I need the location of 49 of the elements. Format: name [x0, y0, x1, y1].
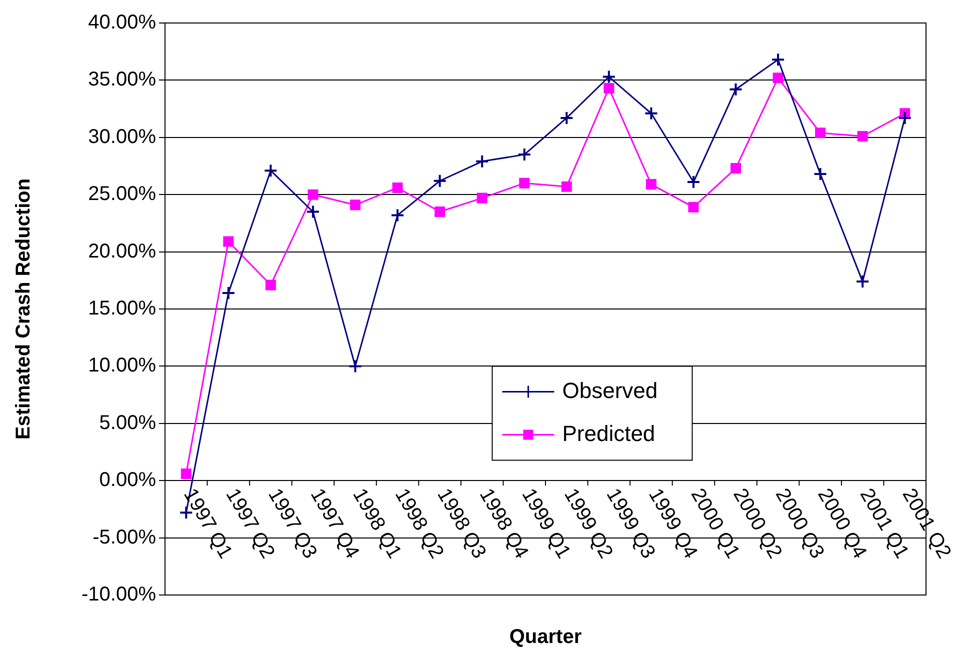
point [560, 110, 574, 125]
point [223, 236, 234, 247]
y-tick-label: 35.00% [88, 68, 156, 91]
y-tick-label: 0.00% [99, 469, 156, 492]
point [602, 70, 616, 84]
y-tick-label: 40.00% [88, 12, 156, 34]
y-tick-label: -5.00% [92, 526, 156, 548]
point [221, 286, 236, 300]
point [813, 167, 828, 182]
point [688, 202, 699, 212]
legend-label: Predicted [562, 420, 656, 446]
point [771, 52, 786, 67]
point [475, 154, 490, 168]
y-tick-label: -10.00% [82, 584, 156, 606]
y-tick-label: 25.00% [88, 183, 156, 206]
x-axis-title: Quarter [509, 626, 582, 648]
legend-label: Observed [562, 378, 658, 403]
point [728, 82, 743, 96]
point [264, 164, 278, 178]
point [519, 178, 530, 188]
point [434, 206, 446, 218]
point [350, 200, 360, 210]
point [815, 128, 826, 138]
point [646, 179, 656, 190]
y-tick-label: 5.00% [99, 412, 156, 434]
y-tick-label: 20.00% [88, 240, 156, 262]
point [348, 359, 362, 374]
point [686, 175, 700, 190]
point [517, 148, 532, 162]
point [392, 182, 403, 193]
point [308, 189, 318, 200]
point [476, 192, 488, 204]
point [432, 174, 447, 188]
point [306, 204, 320, 219]
point [561, 181, 572, 192]
point [730, 163, 741, 174]
point [604, 82, 614, 94]
point [898, 110, 912, 125]
y-tick-label: 30.00% [88, 126, 156, 148]
point [857, 131, 868, 142]
point [772, 72, 784, 84]
point [265, 280, 276, 290]
y-axis-title: Estimated Crash Reduction [12, 178, 35, 440]
point [644, 106, 658, 120]
point [856, 274, 870, 289]
y-tick-label: 15.00% [88, 298, 156, 320]
point [180, 468, 192, 479]
y-tick-label: 10.00% [88, 354, 156, 377]
point [390, 208, 405, 222]
